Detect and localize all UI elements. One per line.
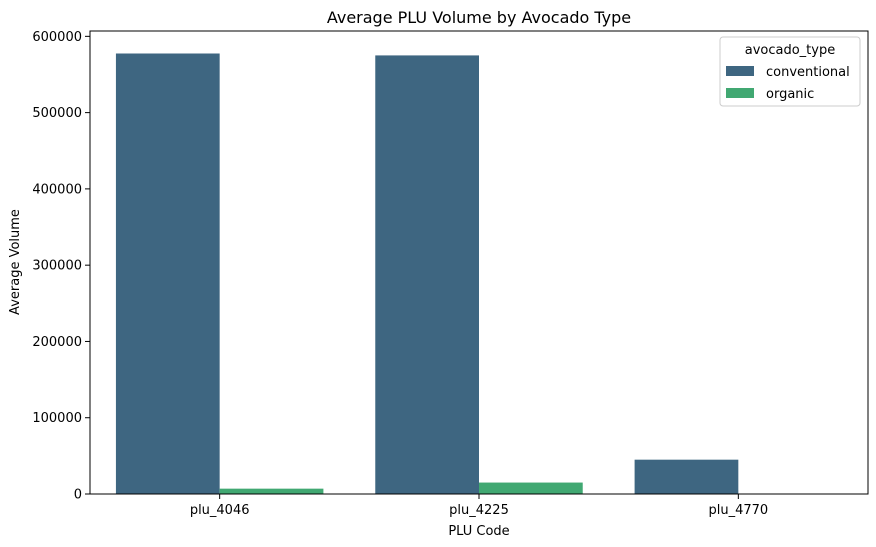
- bar-conventional-plu_4225: [375, 55, 479, 494]
- bar-conventional-plu_4770: [634, 459, 739, 494]
- x-tick-label: plu_4770: [708, 503, 768, 518]
- y-tick-label: 200000: [32, 335, 82, 350]
- legend-title: avocado_type: [745, 43, 835, 58]
- legend-swatch-conventional: [726, 66, 754, 76]
- plot-frame: [89, 30, 869, 495]
- legend-box: [719, 36, 861, 107]
- y-tick-label: 500000: [32, 106, 82, 121]
- y-tick-label: 300000: [32, 259, 82, 274]
- y-tick-label: 600000: [32, 30, 82, 45]
- bars-group: [115, 53, 843, 494]
- x-axis: plu_4046 plu_4225 plu_4770: [190, 494, 768, 518]
- y-tick-label: 400000: [32, 182, 82, 197]
- legend: avocado_type conventional organic: [719, 36, 861, 107]
- y-tick-label: 0: [74, 488, 82, 503]
- legend-label-organic: organic: [766, 87, 814, 102]
- bar-organic-plu_4046: [219, 488, 324, 494]
- bar-organic-plu_4225: [479, 482, 583, 494]
- x-tick-label: plu_4225: [449, 503, 509, 518]
- y-axis-label: Average Volume: [8, 209, 23, 315]
- legend-swatch-organic: [726, 88, 754, 98]
- legend-label-conventional: conventional: [766, 65, 850, 80]
- bar-conventional-plu_4046: [115, 53, 220, 494]
- y-axis: 0 100000 200000 300000 400000 500000 600000: [32, 30, 90, 503]
- y-tick-label: 100000: [32, 411, 82, 426]
- x-axis-label: PLU Code: [448, 524, 509, 539]
- chart-title: Average PLU Volume by Avocado Type: [327, 8, 631, 27]
- x-tick-label: plu_4046: [190, 503, 250, 518]
